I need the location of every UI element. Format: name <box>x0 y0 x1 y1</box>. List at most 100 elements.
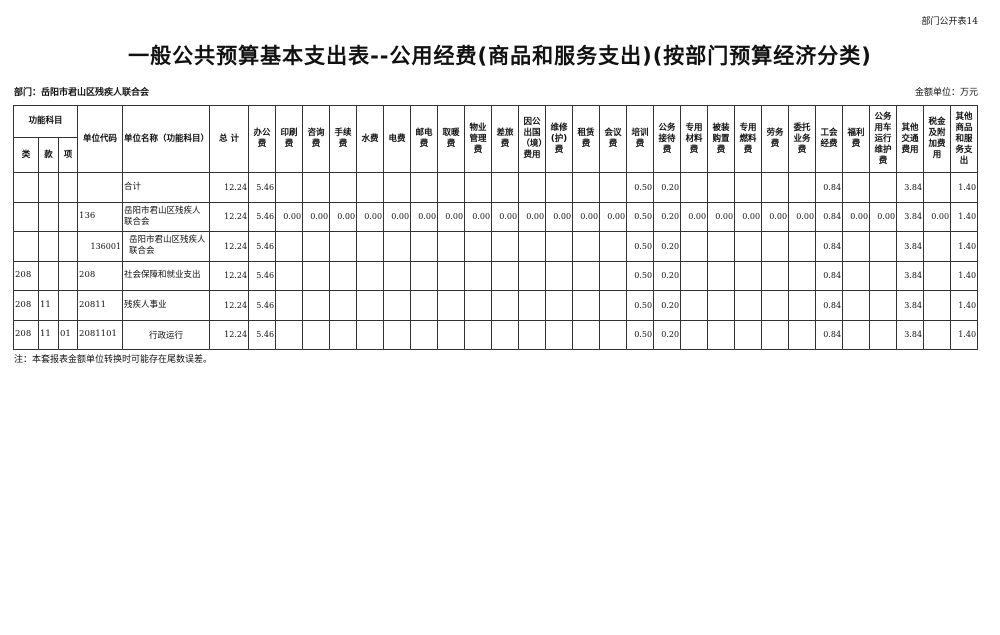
cell-amount <box>923 290 952 321</box>
header-expense-column: 因公出国（境）费用 <box>518 105 547 173</box>
cell-amount: 1.40 <box>950 201 979 232</box>
cell-amount <box>788 172 817 203</box>
cell-amount <box>680 172 709 203</box>
cell-amount <box>356 260 385 291</box>
cell-amount: 3.84 <box>896 319 925 350</box>
cell-amount <box>356 231 385 262</box>
header-expense-column: 工会经费 <box>815 105 844 173</box>
cell-amount: 0.50 <box>626 231 655 262</box>
cell-amount: 0.00 <box>572 201 601 232</box>
cell-unit-code <box>77 172 124 203</box>
page-title: 一般公共预算基本支出表--公用经费(商品和服务支出)(按部门预算经济分类) <box>128 44 872 68</box>
cell-amount: 0.00 <box>329 201 358 232</box>
cell-amount: 0.84 <box>815 260 844 291</box>
cell-amount: 0.00 <box>599 201 628 232</box>
header-unit-code: 单位代码 <box>77 105 124 173</box>
cell-amount <box>302 290 331 321</box>
header-expense-column: 税金及附加费用 <box>923 105 952 173</box>
header-expense-column: 取暖费 <box>437 105 466 173</box>
cell-amount <box>545 172 574 203</box>
header-expense-column: 公务用车运行维护费 <box>869 105 898 173</box>
cell-amount: 3.84 <box>896 201 925 232</box>
header-expense-column: 公务接待费 <box>653 105 682 173</box>
cell-amount <box>275 260 304 291</box>
cell-amount <box>410 290 439 321</box>
cell-amount <box>491 260 520 291</box>
cell-amount <box>923 260 952 291</box>
header-expense-column: 手续费 <box>329 105 358 173</box>
cell-amount <box>842 172 871 203</box>
table-row: 合计 12.24 5.46 0.50 0.20 0.84 3.84 1.40 <box>13 172 979 203</box>
cell-amount <box>734 231 763 262</box>
cell-kuan <box>38 201 59 232</box>
cell-amount: 0.00 <box>491 201 520 232</box>
cell-amount: 0.00 <box>869 201 898 232</box>
cell-amount <box>464 231 493 262</box>
cell-amount: 0.50 <box>626 201 655 232</box>
footnote: 注：本套报表金额单位转换时可能存在尾数误差。 <box>14 355 213 365</box>
cell-amount <box>383 231 412 262</box>
cell-amount: 0.00 <box>437 201 466 232</box>
header-expense-column: 劳务费 <box>761 105 790 173</box>
cell-amount: 3.84 <box>896 260 925 291</box>
cell-amount <box>680 319 709 350</box>
cell-xiang <box>57 231 79 262</box>
header-expense-column: 差旅费 <box>491 105 520 173</box>
table-row: 208 11 01 2081101 行政运行 12.24 5.46 0.50 0.20 0.84 3… <box>13 319 979 350</box>
cell-xiang <box>57 201 79 232</box>
cell-unit-name: 岳阳市君山区残疾人联合会 <box>122 231 211 262</box>
cell-amount <box>572 231 601 262</box>
cell-kuan <box>38 260 59 291</box>
cell-amount: 0.84 <box>815 201 844 232</box>
cell-amount <box>410 260 439 291</box>
header-expense-column: 印刷费 <box>275 105 304 173</box>
cell-amount <box>599 290 628 321</box>
cell-lei <box>13 172 39 203</box>
cell-amount <box>923 172 952 203</box>
department-label: 部门：岳阳市君山区残疾人联合会 <box>14 88 150 98</box>
cell-amount <box>329 172 358 203</box>
cell-amount <box>302 319 331 350</box>
cell-amount <box>275 290 304 321</box>
header-lei: 类 <box>13 137 39 173</box>
cell-amount: 5.46 <box>248 260 277 291</box>
cell-amount <box>707 290 736 321</box>
cell-amount <box>383 260 412 291</box>
table-row: 136 岳阳市君山区残疾人联合会 12.24 5.46 0.00 0.00 0.00 0.00… <box>13 201 979 232</box>
cell-amount <box>356 290 385 321</box>
cell-unit-name: 行政运行 <box>122 319 211 350</box>
cell-amount: 3.84 <box>896 231 925 262</box>
cell-amount <box>572 172 601 203</box>
cell-amount <box>869 231 898 262</box>
cell-amount: 0.00 <box>680 201 709 232</box>
cell-amount <box>707 231 736 262</box>
cell-amount <box>464 319 493 350</box>
cell-xiang <box>57 290 79 321</box>
cell-amount: 5.46 <box>248 172 277 203</box>
cell-lei <box>13 201 39 232</box>
cell-amount <box>869 290 898 321</box>
cell-amount: 3.84 <box>896 290 925 321</box>
cell-amount <box>842 260 871 291</box>
cell-amount: 3.84 <box>896 172 925 203</box>
header-expense-column: 其他交通费用 <box>896 105 925 173</box>
header-unit-name: 单位名称（功能科目） <box>122 105 211 173</box>
cell-amount <box>761 172 790 203</box>
cell-amount: 0.00 <box>707 201 736 232</box>
cell-amount: 0.00 <box>923 201 952 232</box>
header-expense-column: 培训费 <box>626 105 655 173</box>
table-row: 136001 岳阳市君山区残疾人联合会 12.24 5.46 0.50 0.20 0.84 3… <box>13 231 979 262</box>
cell-total: 12.24 <box>209 290 250 321</box>
cell-amount <box>518 172 547 203</box>
cell-amount: 0.84 <box>815 290 844 321</box>
cell-amount <box>383 319 412 350</box>
cell-amount <box>356 319 385 350</box>
cell-unit-name: 社会保障和就业支出 <box>122 260 211 291</box>
cell-amount: 5.46 <box>248 290 277 321</box>
cell-total: 12.24 <box>209 201 250 232</box>
cell-unit-code: 136 <box>77 201 124 232</box>
cell-amount: 0.20 <box>653 319 682 350</box>
header-expense-column: 会议费 <box>599 105 628 173</box>
cell-amount <box>707 319 736 350</box>
header-expense-column: 办公费 <box>248 105 277 173</box>
